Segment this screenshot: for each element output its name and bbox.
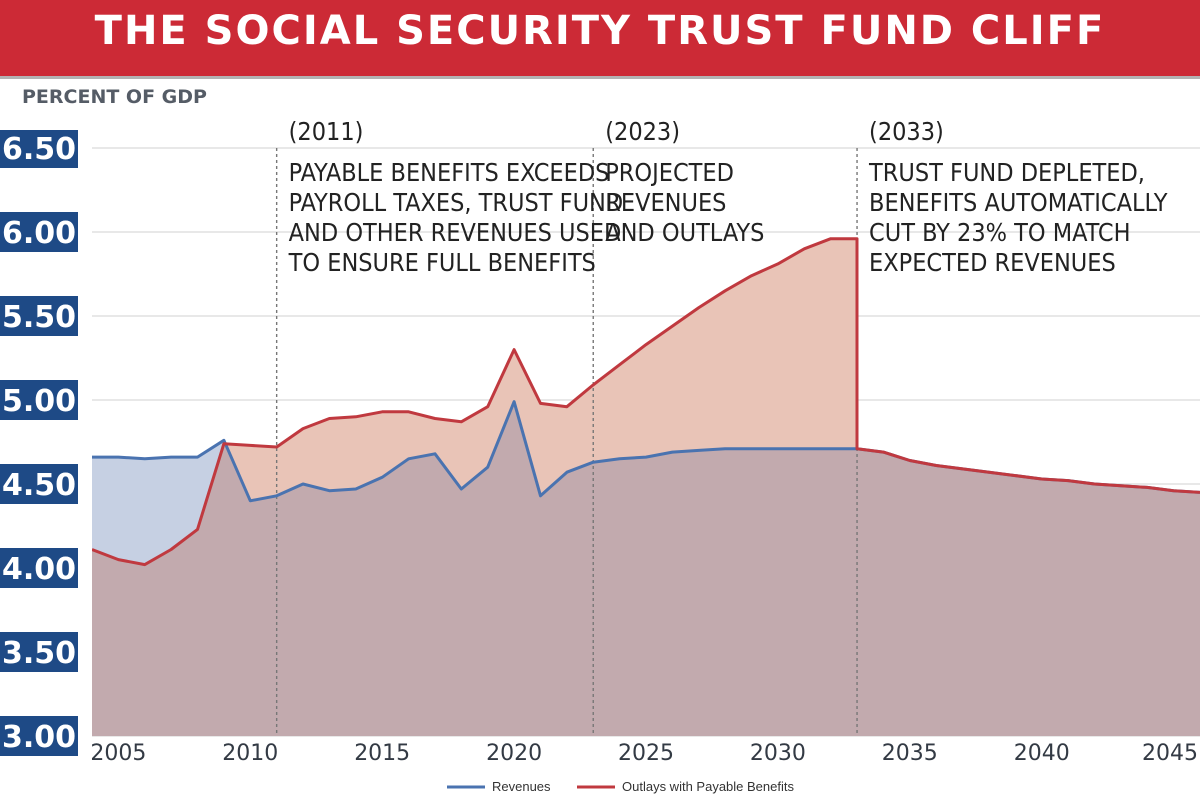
annotation-year-2023: (2023)	[605, 117, 680, 146]
overlap-area	[92, 401, 1200, 736]
x-tick-label: 2005	[90, 741, 146, 766]
y-tick-label: 3.50	[2, 636, 76, 671]
y-tick-box-6.00	[0, 212, 78, 252]
annotation-text-line: TO ENSURE FULL BENEFITS	[288, 248, 596, 277]
y-tick-label: 5.50	[2, 300, 76, 335]
annotation-text-line: TRUST FUND DEPLETED,	[868, 158, 1145, 187]
y-tick-box-4.00	[0, 548, 78, 588]
y-tick-label: 6.00	[2, 216, 76, 251]
legend-label-outlays: Outlays with Payable Benefits	[622, 779, 794, 794]
y-axis-label: PERCENT OF GDP	[22, 86, 207, 108]
area-layer	[92, 238, 1200, 736]
y-tick-label: 4.50	[2, 468, 76, 503]
annotation-year-2011: (2011)	[289, 117, 364, 146]
title-divider	[0, 76, 1200, 79]
x-tick-label: 2015	[354, 741, 410, 766]
legend-label-revenues: Revenues	[492, 779, 551, 794]
annotation-text-line: REVENUES	[605, 188, 726, 217]
y-tick-label: 4.00	[2, 552, 76, 587]
annotation-text-line: AND OUTLAYS	[605, 218, 764, 247]
y-tick-box-3.50	[0, 632, 78, 672]
title-bar: THE SOCIAL SECURITY TRUST FUND CLIFF	[0, 0, 1200, 76]
series-lines	[92, 237, 1200, 567]
x-tick-label: 2030	[750, 741, 806, 766]
x-tick-label: 2035	[882, 741, 938, 766]
chart-title: THE SOCIAL SECURITY TRUST FUND CLIFF	[94, 8, 1106, 54]
annotation-text-line: CUT BY 23% TO MATCH	[869, 218, 1130, 247]
annotation-text-line: EXPECTED REVENUES	[869, 248, 1116, 277]
y-tick-box-6.50	[0, 130, 78, 168]
y-tick-box-5.00	[0, 380, 78, 420]
x-tick-label: 2020	[486, 741, 542, 766]
y-tick-box-3.00	[0, 716, 78, 756]
y-tick-label: 5.00	[2, 384, 76, 419]
annotation-text-line: PROJECTED	[605, 158, 734, 187]
x-tick-label: 2010	[222, 741, 278, 766]
annotation-text-line: AND OTHER REVENUES USED	[289, 218, 622, 247]
annotation-text-line: PAYROLL TAXES, TRUST FUND	[289, 188, 624, 217]
x-tick-label: 2045	[1142, 741, 1198, 766]
annotation-text-line: PAYABLE BENEFITS EXCEEDS	[289, 158, 610, 187]
y-tick-box-5.50	[0, 296, 78, 336]
annotation-text-line: BENEFITS AUTOMATICALLY	[869, 188, 1168, 217]
y-tick-label: 6.50	[2, 132, 76, 167]
y-tick-box-4.50	[0, 464, 78, 504]
x-tick-label: 2025	[618, 741, 674, 766]
annotation-year-2033: (2033)	[869, 117, 944, 146]
x-axis: 2005 2010 2015 2020 2025 2030 2035 2040 2045	[90, 741, 1198, 766]
legend: Revenues Outlays with Payable Benefits	[447, 779, 794, 794]
outlay-line	[92, 237, 1200, 567]
y-axis: 6.50 6.00 5.50 5.00 4.50 4.00 3.50 3.00	[0, 130, 78, 756]
x-tick-label: 2040	[1014, 741, 1070, 766]
y-tick-label: 3.00	[2, 720, 76, 755]
